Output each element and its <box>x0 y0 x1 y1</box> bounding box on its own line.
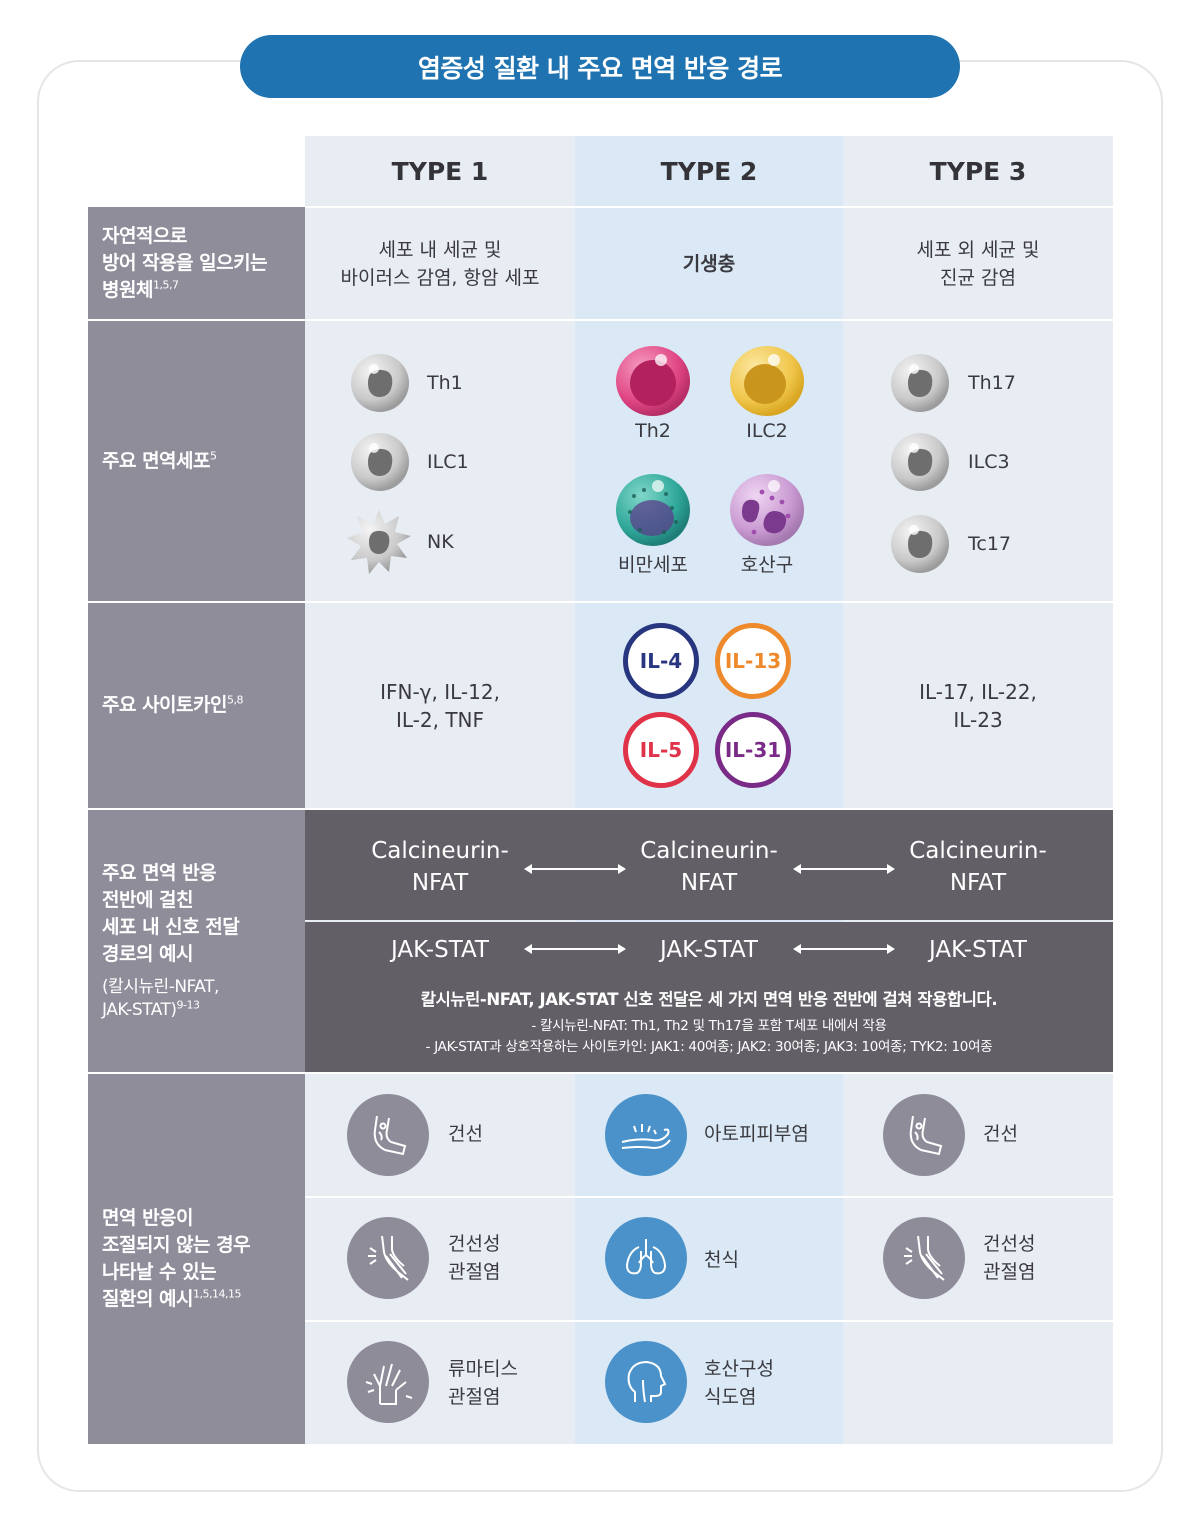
th1-cell-icon <box>351 354 409 412</box>
arm-itch-icon <box>605 1094 687 1176</box>
double-arrow-icon <box>793 944 895 954</box>
disease-type3-1: 건선 <box>983 1123 1018 1145</box>
divider <box>88 601 1113 603</box>
row-label-signal: 주요 면역 반응 전반에 걸친 세포 내 신호 전달 경로의 예시 (칼시뉴린-… <box>88 810 305 1072</box>
type1-column <box>305 136 575 1444</box>
jakstat-type1: JAK-STAT <box>391 937 489 963</box>
cytokine-il4-badge: IL-4 <box>623 623 699 699</box>
signal-note-1: - 칼시뉴린-NFAT: Th1, Th2 및 Th17을 포함 T세포 내에서… <box>531 1018 887 1034</box>
lungs-icon <box>605 1217 687 1299</box>
tc17-cell-icon <box>891 515 949 573</box>
knee-joint-icon <box>347 1217 429 1299</box>
calcineurin-type1: Calcineurin- NFAT <box>371 838 509 896</box>
jakstat-band <box>305 922 1113 1072</box>
divider <box>88 319 1113 321</box>
mast-cell-icon <box>616 474 690 546</box>
nk-cell-icon <box>347 510 411 574</box>
cell-tc17: Tc17 <box>890 514 1011 574</box>
divider <box>88 808 1113 810</box>
divider <box>305 1320 1113 1322</box>
row-label-cytokines: 주요 사이토카인5,8 <box>88 603 305 808</box>
knee-joint-icon <box>883 1217 965 1299</box>
divider <box>305 1196 1113 1198</box>
ilc1-cell-icon <box>351 433 409 491</box>
cell-ilc2-label: ILC2 <box>746 420 788 442</box>
type3-column <box>843 136 1113 1444</box>
double-arrow-icon <box>524 944 626 954</box>
disease-type2-2: 천식 <box>704 1249 739 1271</box>
row-label-cells: 주요 면역세포5 <box>88 321 305 601</box>
cytokines-type1: IFN-γ, IL-12, IL-2, TNF <box>380 679 500 732</box>
cell-th1: Th1 <box>350 353 463 413</box>
row-label-disease: 면역 반응이 조절되지 않는 경우 나타날 수 있는 질환의 예시1,5,14,… <box>88 1074 305 1444</box>
th17-cell-icon <box>891 354 949 412</box>
disease-type3-2: 건선성 관절염 <box>983 1233 1036 1283</box>
cell-th2-label: Th2 <box>635 420 671 442</box>
page-title: 염증성 질환 내 주요 면역 반응 경로 <box>240 35 960 98</box>
cell-ilc1: ILC1 <box>350 432 469 492</box>
elbow-skin-icon <box>883 1094 965 1176</box>
disease-type2-1: 아토피피부염 <box>704 1123 809 1145</box>
jakstat-type3: JAK-STAT <box>929 937 1027 963</box>
cytokines-type3: IL-17, IL-22, IL-23 <box>919 679 1037 732</box>
calcineurin-type2: Calcineurin- NFAT <box>640 838 778 896</box>
cell-th17: Th17 <box>890 353 1016 413</box>
header-type1: TYPE 1 <box>391 156 489 186</box>
cytokine-il31-badge: IL-31 <box>715 712 791 788</box>
th2-cell-icon <box>616 346 690 416</box>
pathogen-type3: 세포 외 세균 및 진균 감염 <box>916 238 1040 289</box>
calcineurin-band <box>305 810 1113 920</box>
divider <box>305 206 1113 208</box>
double-arrow-icon <box>793 864 895 874</box>
cell-mast-label: 비만세포 <box>618 554 688 576</box>
divider <box>88 1072 1113 1074</box>
header-type3: TYPE 3 <box>929 156 1027 186</box>
pathogen-type1: 세포 내 세균 및 바이러스 감염, 항암 세포 <box>340 238 540 289</box>
disease-type1-2: 건선성 관절염 <box>448 1233 501 1283</box>
double-arrow-icon <box>524 864 626 874</box>
cell-ilc3: ILC3 <box>890 432 1010 492</box>
cell-eosinophil-label: 호산구 <box>740 554 794 576</box>
eosinophil-cell-icon <box>730 474 804 546</box>
disease-type2-3: 호산구성 식도염 <box>704 1358 774 1408</box>
header-type2: TYPE 2 <box>660 156 758 186</box>
head-esophagus-icon <box>605 1341 687 1423</box>
calcineurin-type3: Calcineurin- NFAT <box>909 838 1047 896</box>
hand-joint-icon <box>347 1341 429 1423</box>
cytokine-il13-badge: IL-13 <box>715 623 791 699</box>
signal-note-2: - JAK-STAT과 상호작용하는 사이토카인: JAK1: 40여종; JA… <box>425 1039 993 1055</box>
ilc2-cell-icon <box>730 346 804 416</box>
ilc3-cell-icon <box>891 433 949 491</box>
cell-nk: NK <box>345 508 454 576</box>
signal-note-bold: 칼시뉴린-NFAT, JAK-STAT 신호 전달은 세 가지 면역 반응 전반… <box>420 990 998 1009</box>
disease-type1-3: 류마티스 관절염 <box>448 1358 518 1408</box>
cytokine-il5-badge: IL-5 <box>623 712 699 788</box>
jakstat-type2: JAK-STAT <box>660 937 758 963</box>
row-label-pathogen: 자연적으로 방어 작용을 일으키는 병원체1,5,7 <box>88 207 305 319</box>
pathogen-type2: 기생충 <box>682 252 736 275</box>
disease-type1-1: 건선 <box>448 1123 483 1145</box>
elbow-skin-icon <box>347 1094 429 1176</box>
